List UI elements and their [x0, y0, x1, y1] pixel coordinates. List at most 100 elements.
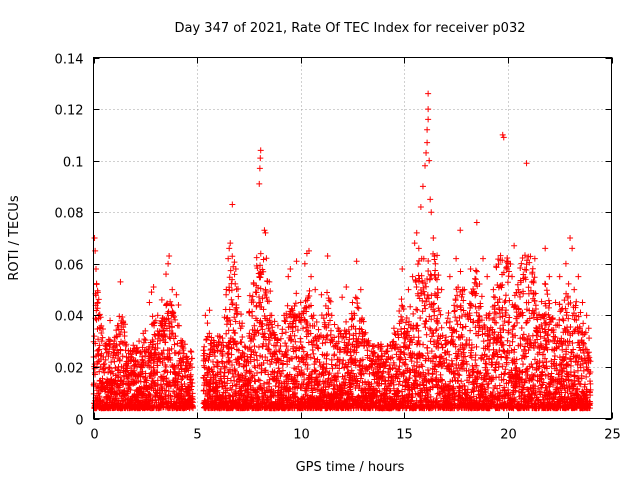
- data-point: [267, 288, 274, 295]
- data-point: [246, 344, 253, 351]
- data-point: [567, 235, 574, 241]
- data-point: [137, 350, 144, 357]
- data-point: [246, 370, 253, 377]
- data-point: [143, 386, 150, 393]
- data-point: [324, 289, 331, 296]
- data-point: [180, 358, 187, 365]
- data-point: [180, 345, 187, 352]
- data-point: [417, 204, 424, 211]
- data-point: [293, 290, 300, 297]
- data-point: [413, 229, 420, 236]
- data-point: [285, 378, 292, 385]
- data-point: [267, 312, 274, 319]
- data-point: [292, 300, 299, 307]
- data-point: [165, 315, 172, 322]
- data-point: [480, 338, 487, 345]
- data-point: [443, 319, 450, 326]
- data-point: [452, 314, 459, 321]
- data-point: [257, 285, 264, 292]
- data-point: [266, 346, 273, 353]
- data-point: [448, 333, 455, 340]
- data-point: [341, 376, 348, 383]
- data-point: [323, 324, 330, 331]
- data-point: [457, 227, 464, 234]
- data-point: [159, 351, 166, 358]
- data-point: [171, 341, 178, 348]
- data-point: [249, 293, 256, 300]
- data-point: [201, 350, 208, 357]
- data-point: [236, 379, 243, 386]
- data-point: [336, 365, 343, 372]
- data-point: [370, 343, 377, 350]
- data-point: [322, 339, 329, 346]
- data-point: [226, 306, 233, 313]
- data-point: [274, 355, 281, 362]
- data-point: [322, 384, 329, 391]
- data-point: [257, 147, 264, 154]
- data-point: [127, 387, 134, 394]
- data-point: [502, 292, 509, 299]
- data-point: [335, 338, 342, 345]
- data-point: [283, 343, 290, 350]
- data-point: [228, 296, 235, 303]
- data-point: [232, 341, 239, 348]
- data-point: [257, 299, 264, 306]
- data-point: [390, 325, 397, 332]
- data-point: [294, 327, 301, 334]
- data-point: [168, 331, 175, 338]
- data-point: [100, 361, 107, 368]
- data-point: [187, 348, 194, 355]
- data-point: [258, 365, 265, 372]
- data-point: [150, 283, 157, 290]
- data-point: [285, 273, 292, 280]
- data-point: [258, 323, 265, 330]
- data-point: [331, 381, 338, 388]
- data-point: [300, 325, 307, 332]
- data-point: [176, 349, 183, 356]
- data-point: [223, 330, 230, 337]
- data-point: [281, 317, 288, 324]
- data-point: [252, 378, 259, 385]
- data-point: [253, 289, 260, 296]
- data-point: [223, 395, 230, 402]
- data-point: [246, 309, 253, 316]
- data-point: [202, 312, 209, 319]
- data-point: [338, 384, 345, 391]
- data-point: [189, 396, 196, 403]
- data-point: [227, 321, 234, 328]
- data-point: [173, 291, 180, 298]
- data-point: [325, 305, 332, 312]
- data-point: [166, 327, 173, 334]
- data-point: [260, 268, 267, 275]
- data-point: [353, 258, 360, 265]
- data-point: [256, 300, 262, 307]
- data-point: [268, 356, 275, 363]
- data-point: [108, 368, 115, 375]
- data-point: [154, 312, 161, 319]
- data-point: [152, 332, 159, 339]
- data-point: [314, 382, 321, 389]
- data-point: [139, 344, 146, 351]
- data-point: [291, 303, 298, 310]
- data-point: [411, 240, 418, 247]
- data-point: [509, 273, 516, 280]
- data-point: [345, 326, 352, 333]
- data-point: [415, 245, 422, 252]
- data-point: [323, 355, 330, 362]
- data-point: [228, 351, 235, 358]
- data-point: [119, 353, 126, 360]
- data-point: [151, 331, 158, 338]
- data-point: [105, 348, 112, 355]
- data-point: [168, 302, 175, 309]
- data-point: [163, 271, 170, 278]
- data-point: [337, 346, 344, 353]
- data-point: [569, 245, 576, 252]
- data-point: [253, 254, 260, 261]
- data-point: [292, 377, 299, 384]
- data-point: [344, 363, 351, 370]
- data-point: [282, 318, 289, 325]
- data-point: [308, 302, 315, 309]
- data-point: [152, 383, 159, 390]
- data-point: [414, 261, 421, 268]
- data-point: [200, 347, 207, 354]
